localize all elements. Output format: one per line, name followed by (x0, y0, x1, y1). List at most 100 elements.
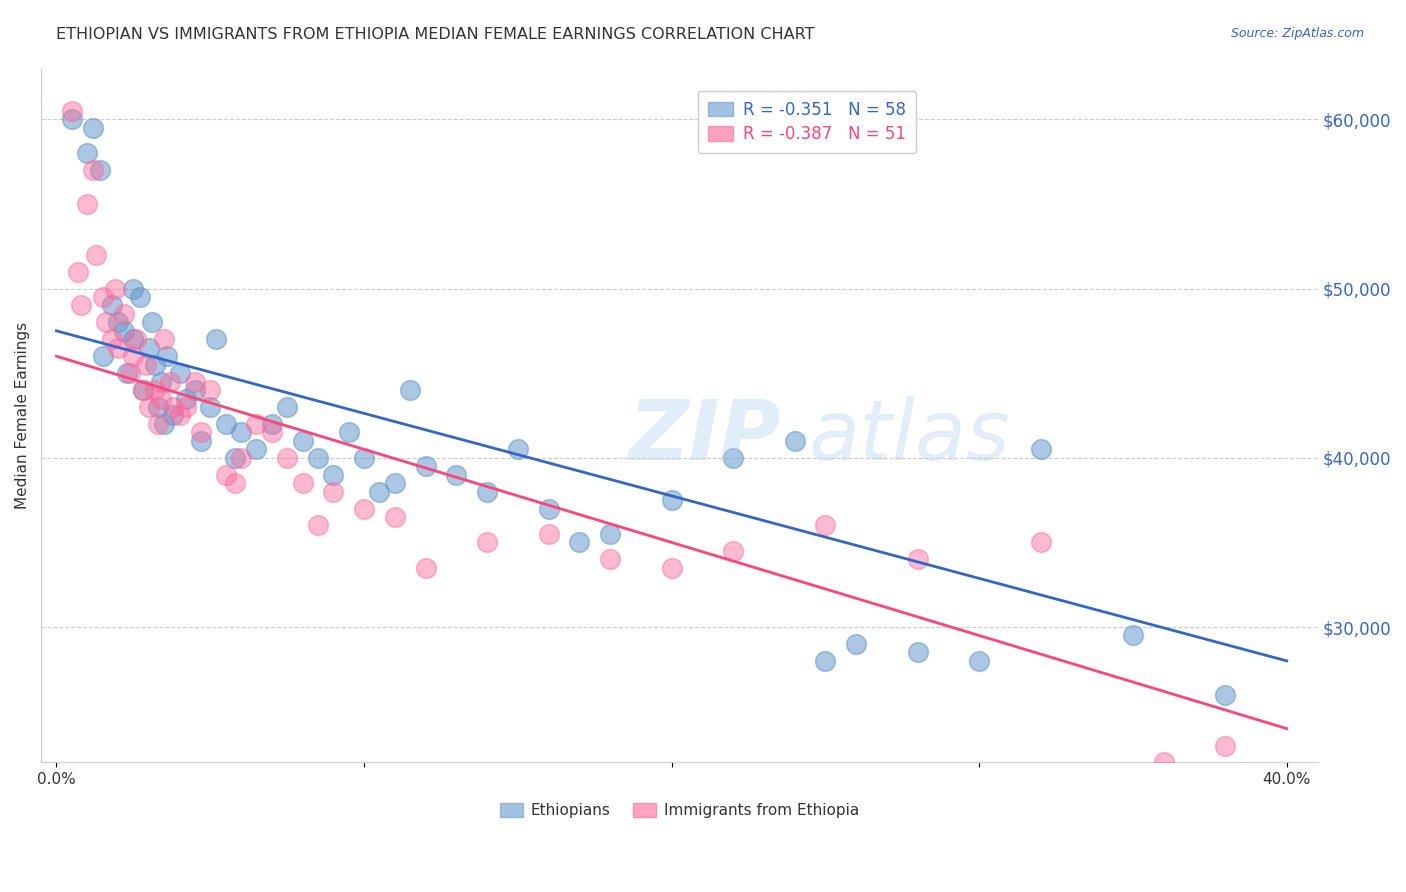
Text: atlas: atlas (808, 396, 1010, 477)
Point (112, 307, 135, 321)
Text: ZIP: ZIP (628, 396, 782, 477)
Point (91, 349, 114, 363)
Point (138, 341, 160, 355)
Point (86, 248, 108, 262)
Point (384, 510, 406, 524)
Point (568, 535, 591, 549)
Point (384, 476, 406, 491)
Point (190, 425, 212, 440)
Point (783, 434, 806, 448)
Point (70, 298, 93, 312)
Point (60, 112, 83, 127)
Point (138, 400, 160, 414)
Point (260, 417, 283, 431)
Point (1153, 756, 1175, 770)
Point (107, 341, 129, 355)
Point (907, 645, 929, 659)
Point (91, 290, 114, 304)
Point (184, 383, 207, 397)
Point (599, 552, 621, 566)
Point (229, 425, 252, 440)
Point (661, 493, 683, 508)
Point (205, 332, 228, 346)
Point (174, 392, 197, 406)
Point (245, 417, 267, 431)
Point (82, 120, 104, 135)
Point (115, 366, 138, 380)
Point (967, 654, 990, 668)
Point (276, 450, 298, 465)
Point (260, 425, 283, 440)
Point (82, 163, 104, 178)
Point (907, 552, 929, 566)
Point (131, 383, 153, 397)
Point (214, 467, 236, 482)
Point (66, 265, 89, 279)
Point (322, 484, 344, 499)
Point (475, 484, 498, 499)
Point (721, 544, 744, 558)
Point (76, 146, 98, 161)
Point (146, 417, 169, 431)
Point (307, 518, 329, 533)
Point (200, 400, 222, 414)
Point (661, 561, 683, 575)
Point (537, 527, 560, 541)
Point (399, 383, 422, 397)
Point (1029, 442, 1052, 457)
Point (245, 442, 267, 457)
Point (1029, 535, 1052, 549)
Text: Source: ZipAtlas.com: Source: ZipAtlas.com (1230, 27, 1364, 40)
Point (94, 315, 117, 329)
Point (112, 324, 135, 338)
Point (291, 434, 314, 448)
Point (131, 383, 153, 397)
Point (337, 425, 360, 440)
Point (537, 501, 560, 516)
Point (599, 527, 621, 541)
Point (159, 375, 181, 389)
Point (107, 315, 129, 329)
Point (184, 375, 207, 389)
Point (60, 103, 83, 118)
Y-axis label: Median Female Earnings: Median Female Earnings (15, 322, 30, 509)
Point (146, 400, 169, 414)
Point (104, 281, 127, 295)
Point (122, 281, 145, 295)
Point (368, 484, 391, 499)
Point (122, 332, 145, 346)
Point (1122, 628, 1144, 642)
Point (224, 450, 246, 465)
Point (150, 392, 173, 406)
Point (506, 442, 529, 457)
Point (174, 400, 197, 414)
Point (721, 450, 744, 465)
Point (141, 315, 163, 329)
Point (162, 400, 184, 414)
Point (845, 637, 868, 651)
Point (76, 197, 98, 211)
Point (224, 476, 246, 491)
Point (814, 518, 837, 533)
Point (190, 434, 212, 448)
Point (307, 450, 329, 465)
Point (162, 409, 184, 423)
Point (1213, 739, 1236, 753)
Point (143, 358, 166, 372)
Point (169, 366, 191, 380)
Point (814, 654, 837, 668)
Point (125, 332, 148, 346)
Point (415, 561, 437, 575)
Point (143, 383, 166, 397)
Point (276, 400, 298, 414)
Point (415, 459, 437, 474)
Point (475, 535, 498, 549)
Point (122, 349, 145, 363)
Point (153, 417, 176, 431)
Point (128, 290, 150, 304)
Point (200, 383, 222, 397)
Text: ETHIOPIAN VS IMMIGRANTS FROM ETHIOPIA MEDIAN FEMALE EARNINGS CORRELATION CHART: ETHIOPIAN VS IMMIGRANTS FROM ETHIOPIA ME… (56, 27, 814, 42)
Point (291, 476, 314, 491)
Point (214, 417, 236, 431)
Point (322, 467, 344, 482)
